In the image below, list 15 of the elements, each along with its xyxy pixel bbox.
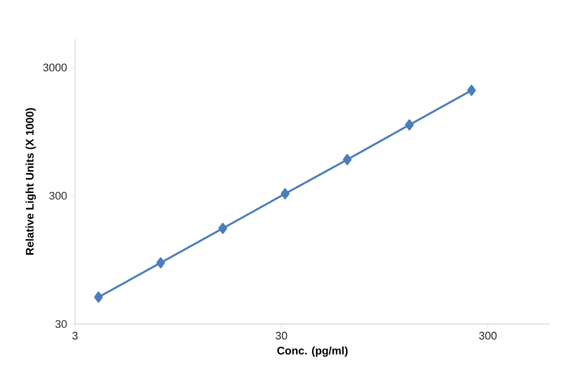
- x-tick-label: 300: [479, 332, 497, 340]
- x-tick-label: 3: [72, 332, 78, 340]
- point: [218, 222, 228, 234]
- point: [94, 292, 103, 303]
- point: [280, 188, 290, 200]
- y-tick-label: 3000: [43, 64, 67, 72]
- y-tick-label: 30: [55, 320, 67, 328]
- x-tick-label: 30: [276, 332, 288, 340]
- point: [156, 257, 166, 268]
- y-tick-label: 300: [49, 192, 67, 200]
- x-axis-title: Conc. (pg/ml): [277, 346, 348, 357]
- point: [405, 119, 414, 130]
- y-axis-title: Relative Light Units (X 1000): [26, 108, 36, 255]
- point: [467, 84, 476, 96]
- point: [342, 154, 352, 166]
